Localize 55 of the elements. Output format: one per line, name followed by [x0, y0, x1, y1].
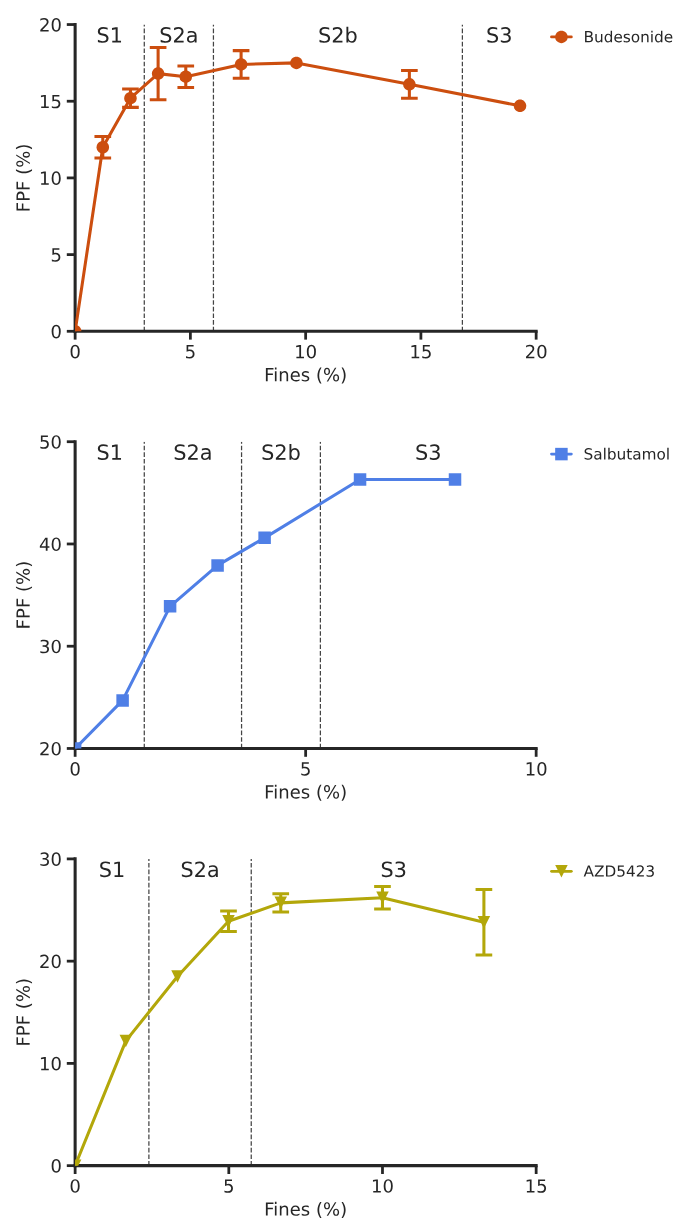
y-axis-title: FPF (%) [15, 979, 33, 1045]
x-tick-label: 5 [186, 345, 195, 359]
point [353, 473, 367, 486]
x-tick-label: 5 [224, 1179, 233, 1193]
annotation: S2b [319, 26, 357, 43]
y-tick-label: 20 [40, 954, 61, 969]
x-tick-label: 10 [296, 344, 316, 359]
x-axis-title: Fines (%) [265, 1201, 346, 1218]
point [211, 559, 224, 572]
annotation: S2a [174, 444, 211, 461]
x-tick-label: 10 [372, 1179, 393, 1193]
y-tick-label: 10 [40, 171, 61, 186]
y-tick-label: 10 [40, 1056, 61, 1071]
y-axis-title: FPF (%) [15, 562, 33, 628]
legend-label: Salbutamol [584, 447, 669, 460]
point [290, 56, 303, 70]
x-axis-title: Fines (%) [265, 784, 346, 801]
x-tick-label: 5 [301, 762, 310, 776]
x-tick-label: 20 [525, 344, 547, 359]
y-tick-label: 30 [40, 852, 61, 867]
x-tick-label: 0 [70, 761, 80, 776]
y-tick-label: 40 [39, 537, 61, 552]
y-tick-label: 50 [40, 435, 61, 449]
annotation: S1 [100, 861, 124, 878]
x-axis-title: Fines (%) [265, 367, 346, 384]
y-tick-label: 15 [40, 94, 61, 109]
y-tick-label: 5 [51, 248, 61, 262]
annotation: S1 [97, 27, 122, 43]
annotation: S2a [181, 861, 218, 878]
annotation: S3 [487, 27, 511, 43]
point [258, 531, 271, 545]
y-tick-label: 30 [40, 639, 61, 654]
point [513, 99, 527, 113]
x-tick-label: 15 [411, 345, 431, 359]
y-tick-label: 20 [40, 741, 61, 756]
y-tick-label: 0 [51, 324, 61, 339]
y-axis-title: FPF (%) [15, 145, 33, 211]
annotation: S1 [97, 444, 122, 461]
point [448, 473, 462, 486]
y-tick-label: 20 [40, 18, 61, 32]
point [163, 600, 177, 613]
x-tick-label: 15 [526, 1179, 547, 1193]
annotation: S2b [262, 443, 300, 461]
point [119, 1034, 133, 1048]
y-tick-label: 0 [51, 1159, 61, 1173]
legend-label: AZD5423 [583, 865, 654, 877]
point [116, 694, 129, 707]
annotation: S3 [381, 861, 406, 878]
x-tick-label: 10 [526, 761, 547, 776]
x-tick-label: 0 [70, 1179, 80, 1193]
point [171, 970, 184, 983]
annotation: S3 [416, 444, 440, 461]
x-tick-label: 0 [70, 344, 80, 359]
annotation: S2a [160, 27, 197, 43]
legend-label: Budesonide [585, 30, 673, 43]
